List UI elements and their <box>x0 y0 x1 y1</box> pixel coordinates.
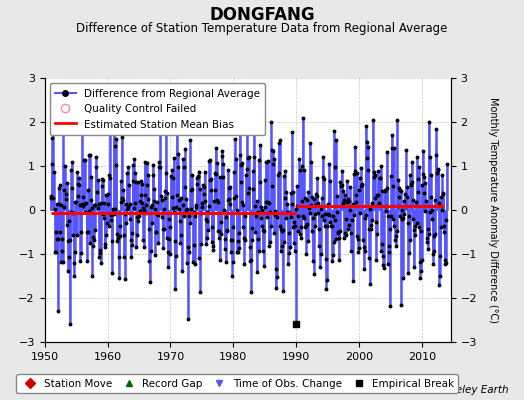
Text: DONGFANG: DONGFANG <box>209 6 315 24</box>
Text: Berkeley Earth: Berkeley Earth <box>432 385 508 395</box>
Y-axis label: Monthly Temperature Anomaly Difference (°C): Monthly Temperature Anomaly Difference (… <box>488 97 498 323</box>
Legend: Station Move, Record Gap, Time of Obs. Change, Empirical Break: Station Move, Record Gap, Time of Obs. C… <box>16 374 458 393</box>
Legend: Difference from Regional Average, Quality Control Failed, Estimated Station Mean: Difference from Regional Average, Qualit… <box>50 83 265 135</box>
Text: Difference of Station Temperature Data from Regional Average: Difference of Station Temperature Data f… <box>77 22 447 35</box>
